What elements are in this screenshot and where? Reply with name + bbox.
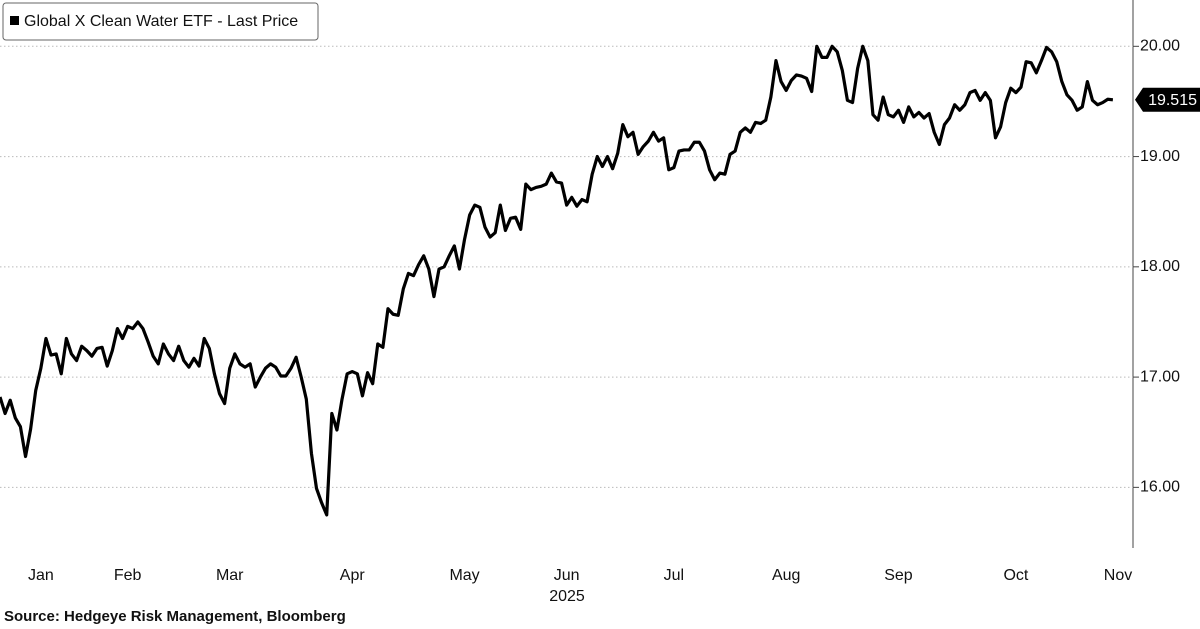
y-tick-label: 18.00 [1140,258,1180,275]
x-tick-label: Sep [884,567,913,584]
legend-box [2,2,319,41]
last-price-label: 19.515 [1148,92,1197,109]
x-tick-label: Jan [28,567,54,584]
last-price-tag [1135,87,1200,112]
year-label: 2025 [549,588,585,605]
y-tick-label: 16.00 [1140,479,1180,496]
legend-marker [10,16,19,25]
x-tick-label: Nov [1104,567,1132,584]
price-line [0,44,1114,517]
x-tick-label: Aug [772,567,800,584]
x-tick-label: Feb [114,567,142,584]
x-tick-label: May [449,567,479,584]
x-tick-label: Oct [1003,567,1028,584]
x-tick-label: Mar [216,567,244,584]
x-tick-label: Apr [340,567,366,584]
y-tick-label: 20.00 [1140,38,1180,55]
x-tick-label: Jul [664,567,684,584]
legend-label: Global X Clean Water ETF - Last Price [24,13,298,30]
source-note: Source: Hedgeye Risk Management, Bloombe… [4,608,346,625]
x-tick-label: Jun [554,567,580,584]
legend: Global X Clean Water ETF - Last Price [2,2,319,41]
y-tick-label: 19.00 [1140,148,1180,165]
y-tick-label: 17.00 [1140,368,1180,385]
